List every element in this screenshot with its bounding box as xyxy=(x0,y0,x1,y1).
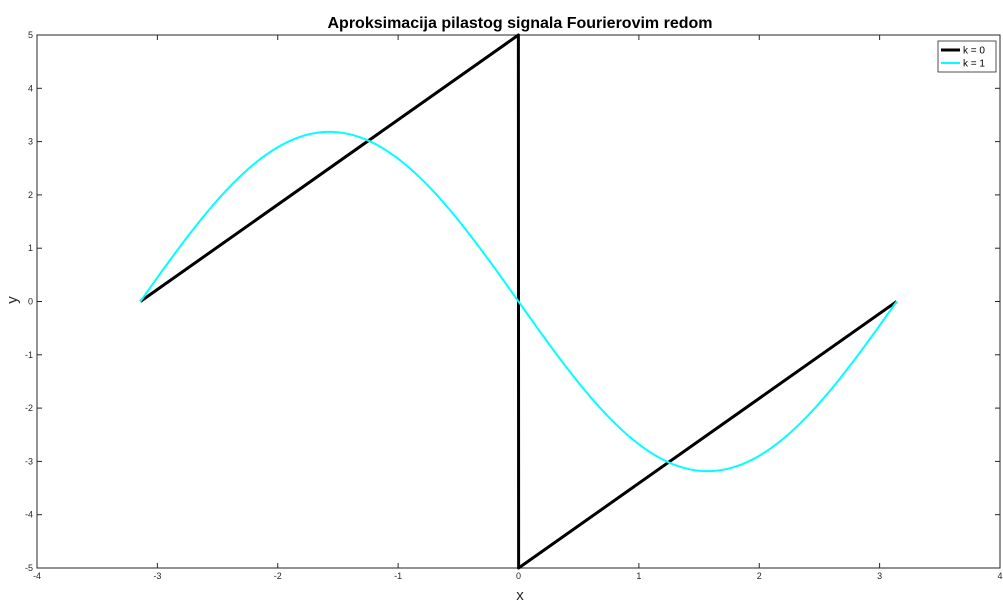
x-tick-label: 4 xyxy=(997,571,1002,581)
x-tick-label: 0 xyxy=(516,571,521,581)
x-tick-label: 2 xyxy=(757,571,762,581)
y-axis-label: y xyxy=(4,296,21,304)
legend-box xyxy=(937,40,997,73)
y-tick-label: 3 xyxy=(28,137,33,147)
x-tick-label: -2 xyxy=(274,571,282,581)
legend-entry: k = 0 xyxy=(963,46,985,57)
series-line-k1 xyxy=(139,130,898,473)
y-tick-label: 4 xyxy=(28,83,33,93)
series-layer xyxy=(139,33,898,570)
legend-entry: k = 1 xyxy=(963,59,985,70)
legend: k = 0 k = 1 xyxy=(937,40,997,73)
y-tick-label: 1 xyxy=(28,243,33,253)
y-tick-label: -2 xyxy=(25,403,33,413)
y-tick-label: 0 xyxy=(28,297,33,307)
y-tick-label: -1 xyxy=(25,350,33,360)
y-tick-label: -5 xyxy=(25,563,33,573)
y-tick-label: 5 xyxy=(28,30,33,40)
x-tick-label: 1 xyxy=(636,571,641,581)
y-tick-label: -3 xyxy=(25,456,33,466)
x-axis-label: x xyxy=(516,587,524,603)
chart-title: Aproksimacija pilastog signala Fourierov… xyxy=(328,15,713,32)
y-tick-label: 2 xyxy=(28,190,33,200)
x-tick-label: -1 xyxy=(394,571,402,581)
x-tick-label: -3 xyxy=(153,571,161,581)
x-tick-label: -4 xyxy=(33,571,41,581)
y-axis-ticks: 5 4 3 2 1 0 -1 -2 -3 -4 -5 xyxy=(25,30,1000,573)
y-tick-label: -4 xyxy=(25,510,33,520)
x-tick-label: 3 xyxy=(877,571,882,581)
